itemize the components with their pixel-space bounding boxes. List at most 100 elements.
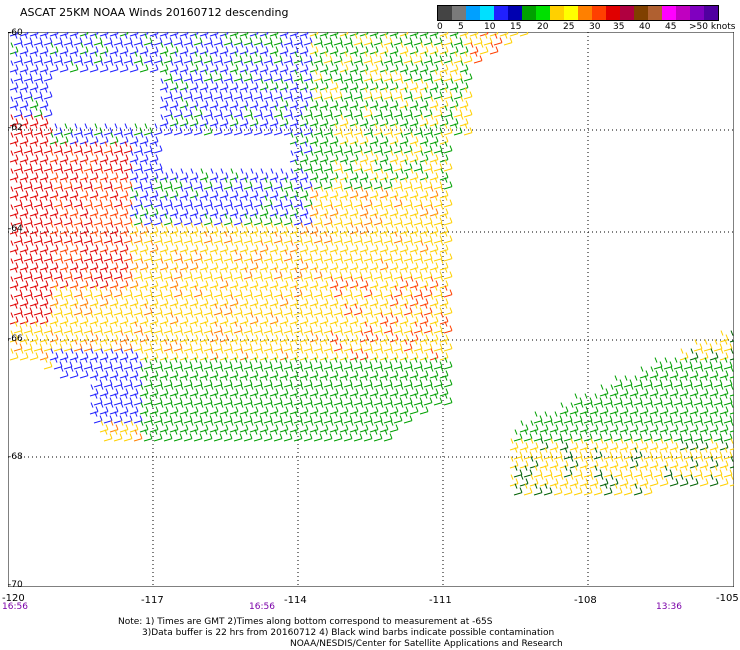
wind-barb [49,348,59,361]
wind-barb [209,32,219,37]
wind-barb [59,150,69,163]
wind-barb [229,366,239,379]
wind-barb [563,483,573,496]
wind-barb [399,78,409,91]
wind-barb [349,168,359,181]
wind-barb [189,222,199,235]
wind-barb [119,204,129,217]
wind-barb [443,231,453,244]
wind-barb [289,366,299,379]
wind-barb [349,312,359,325]
wind-barb [159,114,169,127]
wind-barb [329,420,339,433]
wind-barb [619,420,629,433]
wind-barb [9,330,19,343]
wind-barb [169,294,179,307]
wind-barb [89,384,99,397]
wind-barb [689,438,699,451]
wind-barb [333,429,343,442]
wind-barb [369,204,379,217]
wind-barb [669,438,679,451]
wind-barb [129,60,139,73]
wind-barb [349,132,359,145]
wind-barb [289,330,299,343]
wind-barb [689,384,699,397]
wind-barb [299,384,309,397]
wind-barb [299,348,309,361]
wind-barb [229,96,239,109]
wind-barb [529,438,539,451]
wind-barb [429,276,439,289]
wind-barb [209,114,219,127]
wind-barb [449,96,459,109]
wind-barb [309,222,319,235]
wind-barb [339,384,349,397]
wind-barb [329,186,339,199]
wind-barb [583,483,593,496]
wind-barb [533,483,543,496]
wind-barb [269,42,279,55]
wind-barb [549,456,559,469]
wind-barb [379,114,389,127]
wind-barb [609,384,619,397]
legend-swatch [522,6,536,20]
wind-barb [629,456,639,469]
wind-barb [99,168,109,181]
wind-barb [239,32,249,37]
wind-barb [319,312,329,325]
wind-barb [89,294,99,307]
wind-barb [139,42,149,55]
wind-barb [79,222,89,235]
wind-barb [29,60,39,73]
wind-barb [19,330,29,343]
wind-barb [169,60,179,73]
wind-barb [29,348,39,361]
wind-barb [149,312,159,325]
wind-barb [729,456,734,469]
wind-barb [419,330,429,343]
wind-barb [649,474,659,487]
wind-barb [379,312,389,325]
wind-barb [59,348,69,361]
wind-barb [403,411,413,424]
wind-barb [219,186,229,199]
wind-barb [329,258,339,271]
wind-barb [89,186,99,199]
wind-barb [119,240,129,253]
wind-barb [249,294,259,307]
wind-barb [259,294,269,307]
wind-barb [179,330,189,343]
wind-barb [309,402,319,415]
wind-barb [39,204,49,217]
wind-barb [169,96,179,109]
wind-barb [329,276,339,289]
wind-barb [443,267,453,280]
wind-barb [309,114,319,127]
wind-barb [199,204,209,217]
wind-barb [433,393,443,406]
wind-barb [339,222,349,235]
wind-barb [129,384,139,397]
lon-label-120: -120 [2,593,25,604]
wind-barb [369,150,379,163]
wind-barb [523,483,533,496]
wind-barb [259,32,269,37]
wind-barb [399,384,409,397]
wind-barb [679,348,689,361]
wind-barb [659,366,669,379]
wind-barb [43,105,53,118]
wind-barb [129,222,139,235]
wind-barb [99,132,109,145]
wind-barb [79,132,89,145]
wind-barb [509,438,519,451]
wind-barb [419,240,429,253]
wind-barb [169,402,179,415]
legend-swatch [494,6,508,20]
wind-barb [629,402,639,415]
wind-barb [259,186,269,199]
wind-barb [43,357,53,370]
wind-barb [369,312,379,325]
wind-barb [729,402,734,415]
wind-barb [169,114,179,127]
wind-barb [69,330,79,343]
